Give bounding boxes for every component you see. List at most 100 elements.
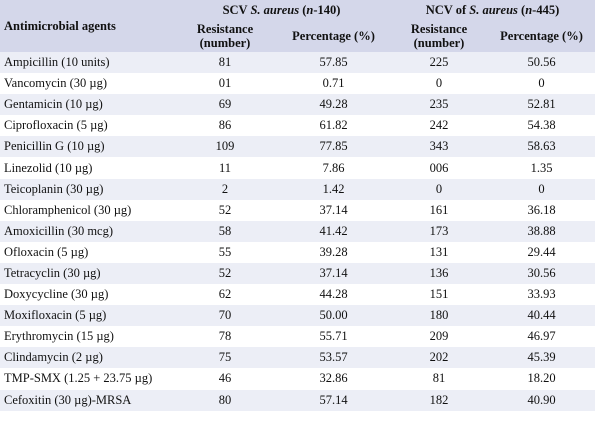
ncv-resistance-cell: 180	[390, 305, 488, 327]
scv-percentage-cell: 57.85	[277, 52, 390, 74]
table-row: Ciprofloxacin (5 µg) 86 61.82 242 54.38	[0, 115, 595, 137]
table-row: Tetracyclin (30 µg) 52 37.14 136 30.56	[0, 262, 595, 285]
agent-name-cell: Vancomycin (30 µg)	[0, 73, 173, 95]
agent-name-cell: Moxifloxacin (5 µg)	[0, 305, 173, 327]
table-row: Gentamicin (10 µg) 69 49.28 235 52.81	[0, 94, 595, 116]
scv-resistance-cell: 01	[173, 73, 277, 95]
ncv-percentage-cell: 45.39	[488, 347, 595, 369]
scv-resistance-cell: 70	[173, 305, 277, 327]
agent-name-cell: Clindamycin (2 µg)	[0, 347, 173, 369]
scv-percentage-cell: 0.71	[277, 73, 390, 95]
ncv-resistance-cell: 136	[390, 262, 488, 285]
scv-resistance-cell: 62	[173, 284, 277, 306]
ncv-percentage-cell: 33.93	[488, 284, 595, 306]
scv-resistance-cell: 2	[173, 178, 277, 200]
scv-percentage-cell: 37.14	[277, 262, 390, 285]
ncv-percentage-cell: 50.56	[488, 52, 595, 74]
ncv-percentage-cell: 40.90	[488, 389, 595, 411]
agent-name-cell: Chloramphenicol (30 µg)	[0, 199, 173, 221]
agent-name-cell: TMP-SMX (1.25 + 23.75 µg)	[0, 368, 173, 390]
scv-percentage-cell: 77.85	[277, 136, 390, 158]
ncv-percentage-cell: 30.56	[488, 262, 595, 285]
table-row: Ofloxacin (5 µg) 55 39.28 131 29.44	[0, 241, 595, 263]
scv-resistance-cell: 81	[173, 52, 277, 74]
scv-resistance-cell: 52	[173, 199, 277, 221]
table-row: Teicoplanin (30 µg) 2 1.42 0 0	[0, 178, 595, 200]
table-row: Vancomycin (30 µg) 01 0.71 0 0	[0, 73, 595, 95]
ncv-percentage-cell: 36.18	[488, 199, 595, 221]
scv-resistance-cell: 52	[173, 262, 277, 285]
ncv-resistance-cell: 0	[390, 73, 488, 95]
ncv-percentage-cell: 1.35	[488, 157, 595, 179]
scv-percentage-cell: 7.86	[277, 157, 390, 179]
agent-name-cell: Ofloxacin (5 µg)	[0, 241, 173, 263]
scv-percentage-cell: 41.42	[277, 220, 390, 242]
scv-percentage-cell: 53.57	[277, 347, 390, 369]
ncv-percentage-cell: 52.81	[488, 94, 595, 116]
agent-name-cell: Tetracyclin (30 µg)	[0, 262, 173, 285]
table-row: TMP-SMX (1.25 + 23.75 µg) 46 32.86 81 18.20	[0, 368, 595, 390]
scv-percentage-cell: 61.82	[277, 115, 390, 137]
scv-percentage-cell: 50.00	[277, 305, 390, 327]
ncv-resistance-cell: 161	[390, 199, 488, 221]
table-header: Antimicrobial agents SCV S. aureus (n-14…	[0, 0, 595, 52]
ncv-percentage-header: Percentage (%)	[488, 20, 595, 52]
ncv-resistance-cell: 225	[390, 52, 488, 74]
table-row: Ampicillin (10 units) 81 57.85 225 50.56	[0, 52, 595, 74]
table-row: Amoxicillin (30 mcg) 58 41.42 173 38.88	[0, 220, 595, 242]
table-row: Doxycycline (30 µg) 62 44.28 151 33.93	[0, 284, 595, 306]
scv-percentage-cell: 57.14	[277, 389, 390, 411]
table-row: Erythromycin (15 µg) 78 55.71 209 46.97	[0, 326, 595, 348]
scv-percentage-cell: 49.28	[277, 94, 390, 116]
scv-resistance-cell: 69	[173, 94, 277, 116]
ncv-percentage-cell: 38.88	[488, 220, 595, 242]
ncv-percentage-cell: 54.38	[488, 115, 595, 137]
ncv-percentage-cell: 46.97	[488, 326, 595, 348]
scv-resistance-cell: 58	[173, 220, 277, 242]
agent-name-cell: Gentamicin (10 µg)	[0, 94, 173, 116]
ncv-resistance-header: Resistance (number)	[390, 20, 488, 52]
table-row: Chloramphenicol (30 µg) 52 37.14 161 36.18	[0, 199, 595, 221]
ncv-resistance-cell: 182	[390, 389, 488, 411]
table-row: Linezolid (10 µg) 11 7.86 006 1.35	[0, 157, 595, 179]
scv-resistance-header: Resistance (number)	[173, 20, 277, 52]
scv-resistance-cell: 86	[173, 115, 277, 137]
agent-name-cell: Teicoplanin (30 µg)	[0, 178, 173, 200]
ncv-resistance-cell: 151	[390, 284, 488, 306]
resistance-table: Antimicrobial agents SCV S. aureus (n-14…	[0, 0, 595, 411]
ncv-resistance-cell: 235	[390, 94, 488, 116]
scv-percentage-header: Percentage (%)	[277, 20, 390, 52]
scv-resistance-cell: 78	[173, 326, 277, 348]
scv-percentage-cell: 1.42	[277, 178, 390, 200]
ncv-percentage-cell: 58.63	[488, 136, 595, 158]
scv-resistance-cell: 46	[173, 368, 277, 390]
agent-name-cell: Penicillin G (10 µg)	[0, 136, 173, 158]
agent-name-cell: Cefoxitin (30 µg)-MRSA	[0, 389, 173, 411]
ncv-resistance-cell: 81	[390, 368, 488, 390]
table-row: Moxifloxacin (5 µg) 70 50.00 180 40.44	[0, 305, 595, 327]
agent-name-cell: Ampicillin (10 units)	[0, 52, 173, 74]
scv-resistance-cell: 55	[173, 241, 277, 263]
table-row: Cefoxitin (30 µg)-MRSA 80 57.14 182 40.90	[0, 389, 595, 411]
scv-percentage-cell: 32.86	[277, 368, 390, 390]
ncv-resistance-cell: 131	[390, 241, 488, 263]
ncv-resistance-cell: 006	[390, 157, 488, 179]
table-body: Ampicillin (10 units) 81 57.85 225 50.56 Vanc…	[0, 52, 595, 411]
scv-resistance-cell: 80	[173, 389, 277, 411]
ncv-percentage-cell: 29.44	[488, 241, 595, 263]
scv-percentage-cell: 39.28	[277, 241, 390, 263]
agent-name-cell: Ciprofloxacin (5 µg)	[0, 115, 173, 137]
ncv-resistance-cell: 209	[390, 326, 488, 348]
table-row: Clindamycin (2 µg) 75 53.57 202 45.39	[0, 347, 595, 369]
table-row: Penicillin G (10 µg) 109 77.85 343 58.63	[0, 136, 595, 158]
agent-name-cell: Linezolid (10 µg)	[0, 157, 173, 179]
ncv-percentage-cell: 0	[488, 178, 595, 200]
ncv-group-header: NCV of S. aureus (n-445)	[390, 0, 595, 20]
ncv-resistance-cell: 343	[390, 136, 488, 158]
agents-header: Antimicrobial agents	[0, 0, 173, 52]
ncv-resistance-cell: 173	[390, 220, 488, 242]
ncv-percentage-cell: 0	[488, 73, 595, 95]
scv-percentage-cell: 55.71	[277, 326, 390, 348]
ncv-resistance-cell: 242	[390, 115, 488, 137]
scv-percentage-cell: 44.28	[277, 284, 390, 306]
